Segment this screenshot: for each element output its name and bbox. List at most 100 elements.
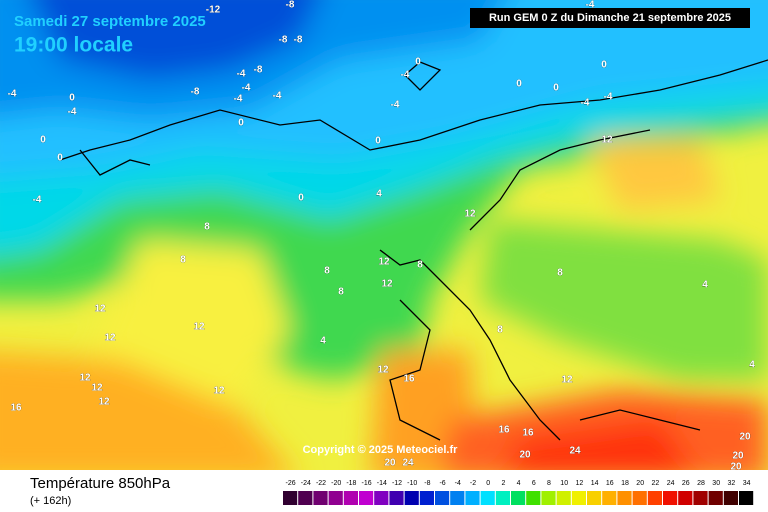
contour-label: 20 — [732, 451, 744, 462]
contour-label: 4 — [376, 189, 382, 200]
contour-label: 16 — [522, 428, 534, 439]
contour-label: 16 — [498, 425, 510, 436]
contour-label: 12 — [213, 386, 225, 397]
contour-label: 12 — [377, 365, 389, 376]
legend-label: 16 — [606, 480, 614, 487]
contour-label: 8 — [324, 266, 330, 277]
legend-swatch — [723, 491, 738, 505]
legend-label: -2 — [470, 480, 476, 487]
legend-label: 20 — [636, 480, 644, 487]
contour-label: 12 — [79, 373, 91, 384]
contour-label: -4 — [234, 94, 243, 105]
contour-label: 12 — [464, 209, 476, 220]
legend-label: -16 — [362, 480, 372, 487]
contour-label: 8 — [417, 260, 423, 271]
legend-label: 10 — [560, 480, 568, 487]
contour-label: 20 — [739, 432, 751, 443]
legend-swatch — [541, 491, 556, 505]
contour-label: 4 — [702, 280, 708, 291]
legend-label: -10 — [407, 480, 417, 487]
legend-label: 32 — [728, 480, 736, 487]
legend-swatch — [632, 491, 647, 505]
legend-swatch — [526, 491, 541, 505]
contour-label: 0 — [415, 57, 421, 68]
contour-label: 4 — [749, 360, 755, 371]
contour-label: 8 — [497, 325, 503, 336]
legend-swatch — [678, 491, 693, 505]
temperature-field — [0, 0, 768, 480]
color-legend: -26 -24 -22 -20 -18 -16 -14 -12 -10 -8 -6 -4 -2 0 2 4 6 8… — [283, 480, 754, 505]
legend-label: 8 — [547, 480, 551, 487]
contour-label: 0 — [57, 153, 63, 164]
legend-swatch — [328, 491, 343, 505]
legend-swatch — [571, 491, 586, 505]
legend-swatch — [480, 491, 495, 505]
legend-label: 34 — [743, 480, 751, 487]
contour-label: -4 — [391, 100, 400, 111]
legend-swatch — [313, 491, 328, 505]
contour-label: -12 — [206, 5, 221, 16]
contour-label: 0 — [516, 79, 522, 90]
legend-swatch — [374, 491, 389, 505]
contour-label: -8 — [286, 0, 295, 11]
legend-swatch — [556, 491, 571, 505]
contour-label: 4 — [320, 336, 326, 347]
legend-swatch — [587, 491, 602, 505]
legend-label: 14 — [591, 480, 599, 487]
contour-label: 12 — [381, 279, 393, 290]
legend-swatch — [298, 491, 313, 505]
contour-label: 12 — [91, 383, 103, 394]
legend-label: 22 — [652, 480, 660, 487]
lead-time: (+ 162h) — [30, 495, 71, 507]
legend-swatch — [359, 491, 374, 505]
contour-label: 12 — [104, 333, 116, 344]
legend-swatch — [511, 491, 526, 505]
contour-label: -4 — [401, 70, 410, 81]
legend-swatch — [419, 491, 434, 505]
contour-label: -4 — [586, 0, 595, 11]
legend-label: -6 — [439, 480, 445, 487]
contour-label: 12 — [98, 397, 110, 408]
legend-label: -14 — [377, 480, 387, 487]
legend-label: -22 — [316, 480, 326, 487]
coastlines — [59, 59, 768, 441]
contour-label: 16 — [403, 374, 415, 385]
legend-label: -18 — [346, 480, 356, 487]
legend-label: 26 — [682, 480, 690, 487]
contour-label: -4 — [8, 89, 17, 100]
legend-swatch — [495, 491, 510, 505]
legend-label: -4 — [455, 480, 461, 487]
contour-label: -4 — [273, 91, 282, 102]
contour-label: 12 — [601, 135, 613, 146]
contour-label: -4 — [33, 195, 42, 206]
legend-label: 6 — [532, 480, 536, 487]
contour-label: 20 — [384, 458, 396, 469]
contour-label: 0 — [238, 118, 244, 129]
contour-label: 0 — [69, 93, 75, 104]
contour-label: -4 — [604, 92, 613, 103]
legend-label: -12 — [392, 480, 402, 487]
legend-label: 2 — [501, 480, 505, 487]
contour-label: 24 — [569, 446, 581, 457]
contour-label: -4 — [68, 107, 77, 118]
local-time: 19:00 locale — [14, 34, 133, 57]
contour-label: 20 — [519, 450, 531, 461]
legend-swatch — [602, 491, 617, 505]
legend-label: -26 — [286, 480, 296, 487]
legend-label: -8 — [424, 480, 430, 487]
contour-label: 8 — [180, 255, 186, 266]
contour-label: -8 — [294, 35, 303, 46]
field-title: Température 850hPa — [30, 475, 171, 492]
copyright: Copyright © 2025 Meteociel.fr — [303, 444, 459, 456]
contour-label: 20 — [730, 462, 742, 473]
legend-swatch — [435, 491, 450, 505]
contour-label: 12 — [561, 375, 573, 386]
contour-label: 12 — [378, 257, 390, 268]
contour-label: 8 — [557, 268, 563, 279]
contour-label: 0 — [601, 60, 607, 71]
run-box — [470, 8, 750, 28]
